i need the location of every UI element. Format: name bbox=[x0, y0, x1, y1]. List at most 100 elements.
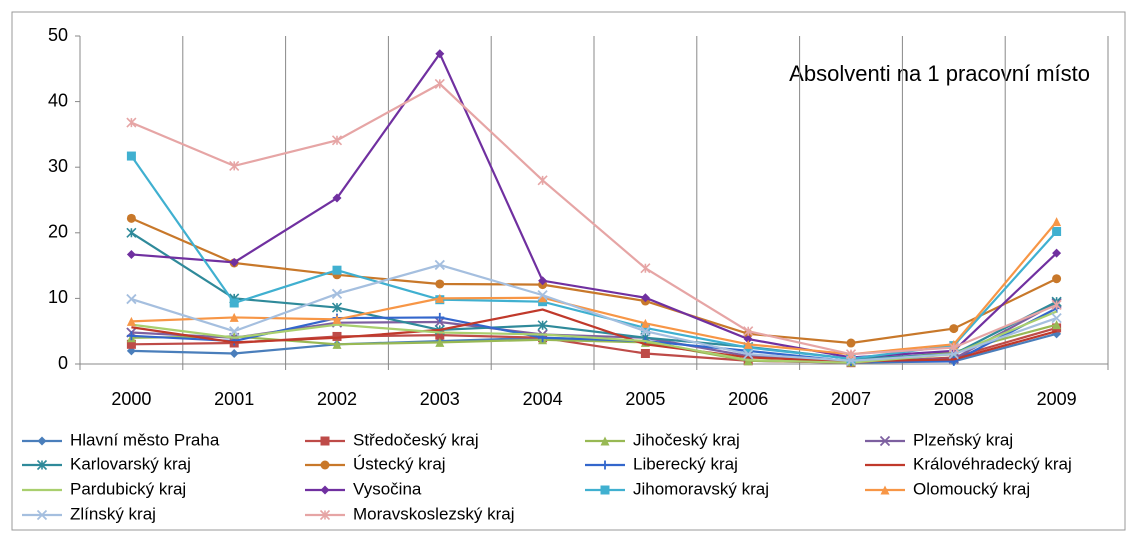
marker bbox=[320, 436, 330, 446]
series-line bbox=[131, 308, 1057, 363]
marker bbox=[126, 331, 136, 341]
legend-label: Vysočina bbox=[353, 479, 422, 498]
marker bbox=[126, 151, 136, 161]
legend-item: Pardubický kraj bbox=[22, 479, 186, 498]
legend-item: Středočeský kraj bbox=[305, 430, 479, 449]
marker bbox=[332, 265, 342, 275]
marker bbox=[640, 323, 650, 333]
marker bbox=[320, 460, 330, 470]
marker bbox=[126, 339, 136, 349]
series-line bbox=[130, 155, 1058, 360]
marker bbox=[640, 349, 650, 359]
x-tick-label: 2009 bbox=[1037, 389, 1077, 409]
marker bbox=[332, 339, 342, 349]
legend: Hlavní město Praha Středočeský kraj Jihoče… bbox=[22, 430, 1072, 523]
marker bbox=[743, 326, 754, 337]
marker bbox=[229, 160, 240, 171]
x-tick-label: 2000 bbox=[111, 389, 151, 409]
marker bbox=[435, 330, 445, 340]
marker bbox=[435, 337, 445, 347]
legend-item: Olomoucký kraj bbox=[865, 479, 1030, 498]
x-tick-label: 2001 bbox=[214, 389, 254, 409]
marker bbox=[845, 349, 857, 360]
marker bbox=[846, 338, 856, 348]
marker bbox=[434, 259, 445, 271]
legend-item: Liberecký kraj bbox=[585, 454, 738, 473]
legend-label: Karlovarský kraj bbox=[70, 454, 191, 473]
x-tick-label: 2005 bbox=[625, 389, 665, 409]
legend-label: Hlavní město Praha bbox=[70, 430, 220, 449]
marker bbox=[229, 312, 239, 322]
legend-label: Liberecký kraj bbox=[633, 454, 738, 473]
marker bbox=[949, 324, 959, 334]
legend-item: Moravskoslezský kraj bbox=[305, 504, 515, 523]
legend-label: Olomoucký kraj bbox=[913, 479, 1030, 498]
x-tick-label: 2007 bbox=[831, 389, 871, 409]
legend-item: Vysočina bbox=[305, 479, 422, 498]
chart-title: Absolventi na 1 pracovní místo bbox=[789, 61, 1090, 86]
marker bbox=[126, 117, 137, 128]
y-tick-label: 50 bbox=[48, 25, 68, 45]
legend-item: Jihomoravský kraj bbox=[585, 479, 769, 498]
legend-label: Moravskoslezský kraj bbox=[353, 504, 515, 523]
legend-label: Zlínský kraj bbox=[70, 504, 156, 523]
legend-item: Jihočeský kraj bbox=[585, 430, 740, 449]
legend-label: Jihočeský kraj bbox=[633, 430, 740, 449]
marker bbox=[537, 289, 548, 301]
marker bbox=[640, 326, 651, 337]
marker bbox=[126, 249, 136, 259]
x-tick-label: 2004 bbox=[523, 389, 563, 409]
x-tick-label: 2002 bbox=[317, 389, 357, 409]
marker bbox=[1052, 217, 1062, 227]
legend-item: Hlavní město Praha bbox=[22, 430, 220, 449]
marker bbox=[743, 339, 753, 349]
series-line bbox=[131, 220, 1058, 356]
series-line bbox=[131, 51, 1058, 359]
x-tick-label: 2006 bbox=[728, 389, 768, 409]
marker bbox=[319, 509, 331, 521]
marker bbox=[538, 276, 548, 286]
x-tick-label: 2003 bbox=[420, 389, 460, 409]
marker bbox=[435, 279, 445, 289]
marker bbox=[537, 175, 548, 186]
marker bbox=[126, 316, 136, 326]
marker bbox=[434, 78, 445, 89]
legend-label: Královéhradecký kraj bbox=[913, 454, 1072, 473]
marker bbox=[600, 485, 610, 495]
chart-border bbox=[11, 11, 1126, 531]
marker bbox=[743, 334, 753, 344]
marker bbox=[743, 349, 754, 360]
marker bbox=[640, 293, 650, 303]
y-tick-label: 20 bbox=[48, 222, 68, 242]
legend-label: Jihomoravský kraj bbox=[633, 479, 769, 498]
y-tick-label: 10 bbox=[48, 287, 68, 307]
marker bbox=[332, 331, 342, 341]
marker bbox=[1052, 320, 1062, 330]
marker bbox=[435, 49, 445, 59]
y-tick-label: 40 bbox=[48, 90, 68, 110]
legend-item: Plzeňský kraj bbox=[865, 430, 1013, 449]
marker bbox=[600, 436, 610, 446]
series-line bbox=[131, 263, 1057, 362]
y-tick-label: 0 bbox=[58, 353, 68, 373]
marker bbox=[126, 213, 136, 223]
marker bbox=[880, 485, 890, 495]
marker bbox=[331, 288, 343, 299]
y-tick-label: 30 bbox=[48, 156, 68, 176]
marker bbox=[537, 320, 548, 331]
marker bbox=[331, 302, 343, 313]
legend-label: Plzeňský kraj bbox=[913, 430, 1013, 449]
marker bbox=[331, 135, 343, 146]
marker bbox=[229, 326, 240, 337]
legend-label: Středočeský kraj bbox=[353, 430, 479, 449]
marker bbox=[37, 436, 47, 446]
marker bbox=[332, 314, 342, 324]
marker bbox=[435, 312, 445, 322]
marker bbox=[640, 318, 650, 328]
marker bbox=[1051, 299, 1062, 311]
legend-item: Karlovarský kraj bbox=[22, 454, 191, 473]
marker bbox=[229, 298, 239, 308]
x-tick-label: 2008 bbox=[934, 389, 974, 409]
marker bbox=[1052, 226, 1062, 236]
